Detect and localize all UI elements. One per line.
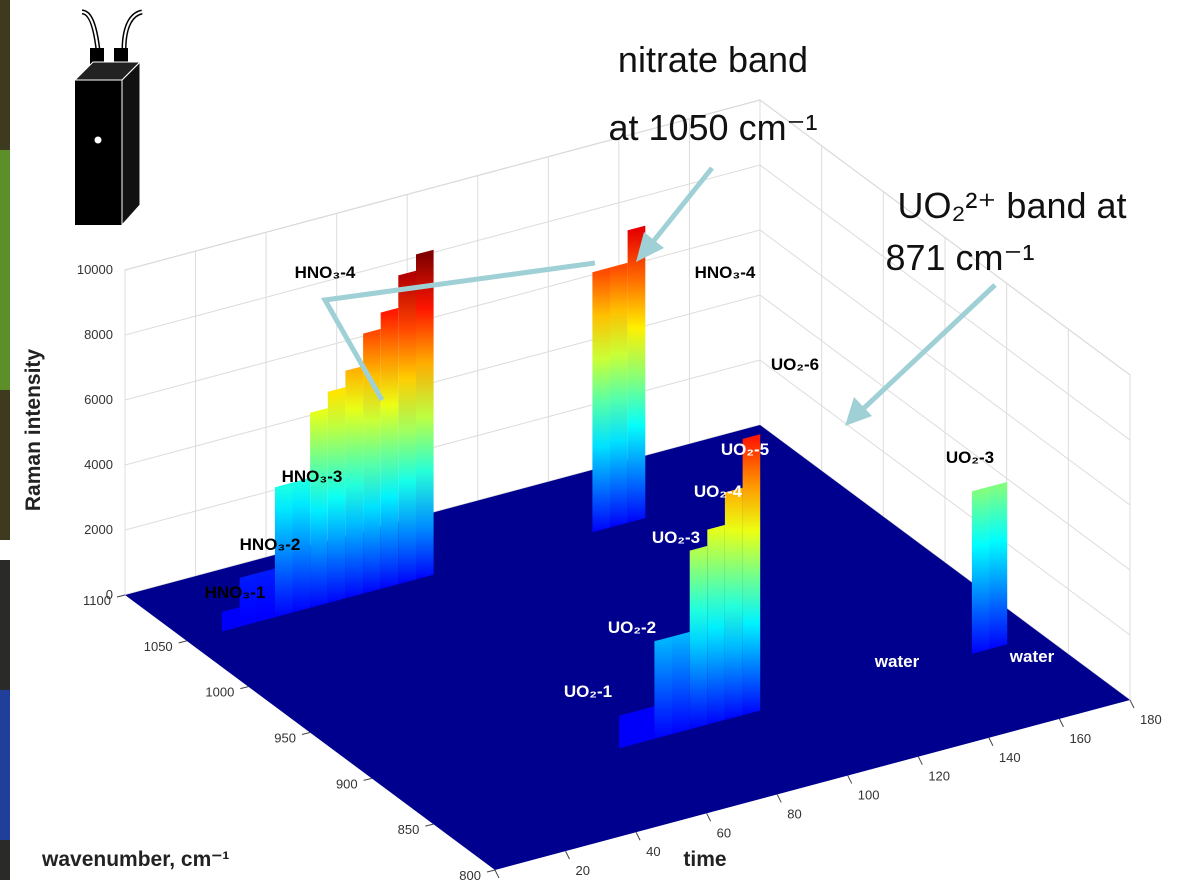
y-axis-label: wavenumber, cm⁻¹: [41, 848, 229, 871]
surface-column: [257, 568, 275, 622]
surface-column: [707, 524, 725, 725]
y-tick-label: 850: [398, 822, 420, 837]
surface-column: [221, 607, 240, 632]
z-tick-label: 8000: [84, 327, 113, 342]
z-tick-label: 6000: [84, 392, 113, 407]
surface-column: [274, 482, 293, 618]
surface-column: [724, 487, 743, 720]
photo-strip: [0, 150, 10, 390]
x-tick-label: 60: [717, 825, 731, 840]
y-tick: [178, 640, 187, 644]
annotation: UO₂-3: [946, 448, 994, 467]
surface-column: [592, 267, 610, 533]
y-tick-label: 900: [336, 776, 358, 791]
surface-column: [292, 477, 311, 613]
x-tick-label: 120: [928, 769, 950, 784]
x-tick-label: 180: [1140, 712, 1162, 727]
surface-column: [416, 249, 434, 580]
surface-column: [345, 366, 364, 599]
annotation: water: [874, 652, 920, 671]
annotation: UO₂-2: [608, 618, 656, 637]
z-axis-label: Raman intensity: [22, 349, 45, 512]
back-grid: 0200040006000800010000020406080100120140…: [77, 99, 1162, 883]
y-tick: [240, 686, 249, 690]
callout: nitrate band: [618, 39, 808, 80]
z-tick-label: 10000: [77, 262, 113, 277]
x-tick: [706, 813, 712, 822]
x-tick: [917, 756, 923, 765]
probe-icon: [73, 9, 143, 227]
surface: [186, 225, 1043, 805]
surface-column: [239, 573, 258, 627]
x-tick-label: 80: [787, 806, 801, 821]
annotation: HNO₃-4: [695, 263, 756, 282]
surface-column: [380, 307, 399, 589]
x-tick: [565, 850, 571, 860]
annotation: UO₂-4: [694, 482, 743, 501]
x-tick: [1058, 718, 1064, 728]
annotation: UO₂-3: [652, 528, 700, 547]
x-tick-label: 160: [1069, 731, 1091, 746]
surface-column: [654, 636, 672, 739]
y-tick-label: 950: [274, 731, 296, 746]
y-tick: [116, 594, 126, 598]
x-tick-label: 40: [646, 844, 660, 859]
y-tick-label: 1000: [205, 685, 234, 700]
annotation: water: [1009, 647, 1055, 666]
x-tick: [494, 869, 500, 879]
surface-column: [742, 434, 761, 716]
x-tick-label: 140: [999, 750, 1021, 765]
surface-column: [627, 225, 646, 523]
x-tick: [988, 737, 994, 747]
annotation: HNO₃-1: [205, 583, 266, 602]
y-tick: [425, 823, 434, 827]
annotation: HNO₃-4: [295, 263, 356, 282]
surface-column: [989, 481, 1008, 650]
callout: 871 cm⁻¹: [885, 237, 1034, 278]
annotation: UO₂-6: [771, 355, 819, 374]
surface-column: [327, 387, 346, 604]
surface-column: [672, 631, 690, 735]
surface-column: [398, 270, 416, 585]
annotation: HNO₃-2: [240, 535, 301, 554]
y-tick-label: 1100: [83, 593, 111, 608]
callout: UO₂²⁺ band at: [897, 185, 1126, 226]
surface-column: [689, 545, 708, 730]
photo-strip: [0, 690, 10, 840]
annotation: HNO₃-3: [282, 467, 343, 486]
z-tick-label: 0: [106, 587, 113, 602]
x-tick: [1129, 699, 1135, 709]
callout: at 1050 cm⁻¹: [608, 107, 817, 148]
x-tick: [776, 794, 782, 803]
surface-column: [636, 706, 655, 744]
y-tick: [486, 869, 496, 873]
x-axis-label: time: [683, 848, 726, 871]
z-tick-label: 4000: [84, 457, 113, 472]
y-tick-label: 800: [459, 868, 481, 883]
x-tick: [635, 831, 641, 841]
surface-column: [619, 711, 637, 749]
annotation: UO₂-1: [564, 682, 612, 701]
x-tick-label: 100: [858, 788, 880, 803]
surface-column: [363, 328, 381, 594]
x-tick: [847, 775, 853, 784]
arrows: [320, 166, 997, 426]
surface-column: [610, 262, 628, 528]
y-tick: [363, 777, 372, 781]
surface-column: [310, 408, 328, 608]
y-tick-label: 1050: [144, 639, 173, 654]
y-tick: [301, 732, 311, 735]
annotation: UO₂-5: [721, 440, 769, 459]
surface-column: [971, 486, 990, 654]
x-tick-label: 20: [576, 863, 590, 878]
z-tick-label: 2000: [84, 522, 113, 537]
